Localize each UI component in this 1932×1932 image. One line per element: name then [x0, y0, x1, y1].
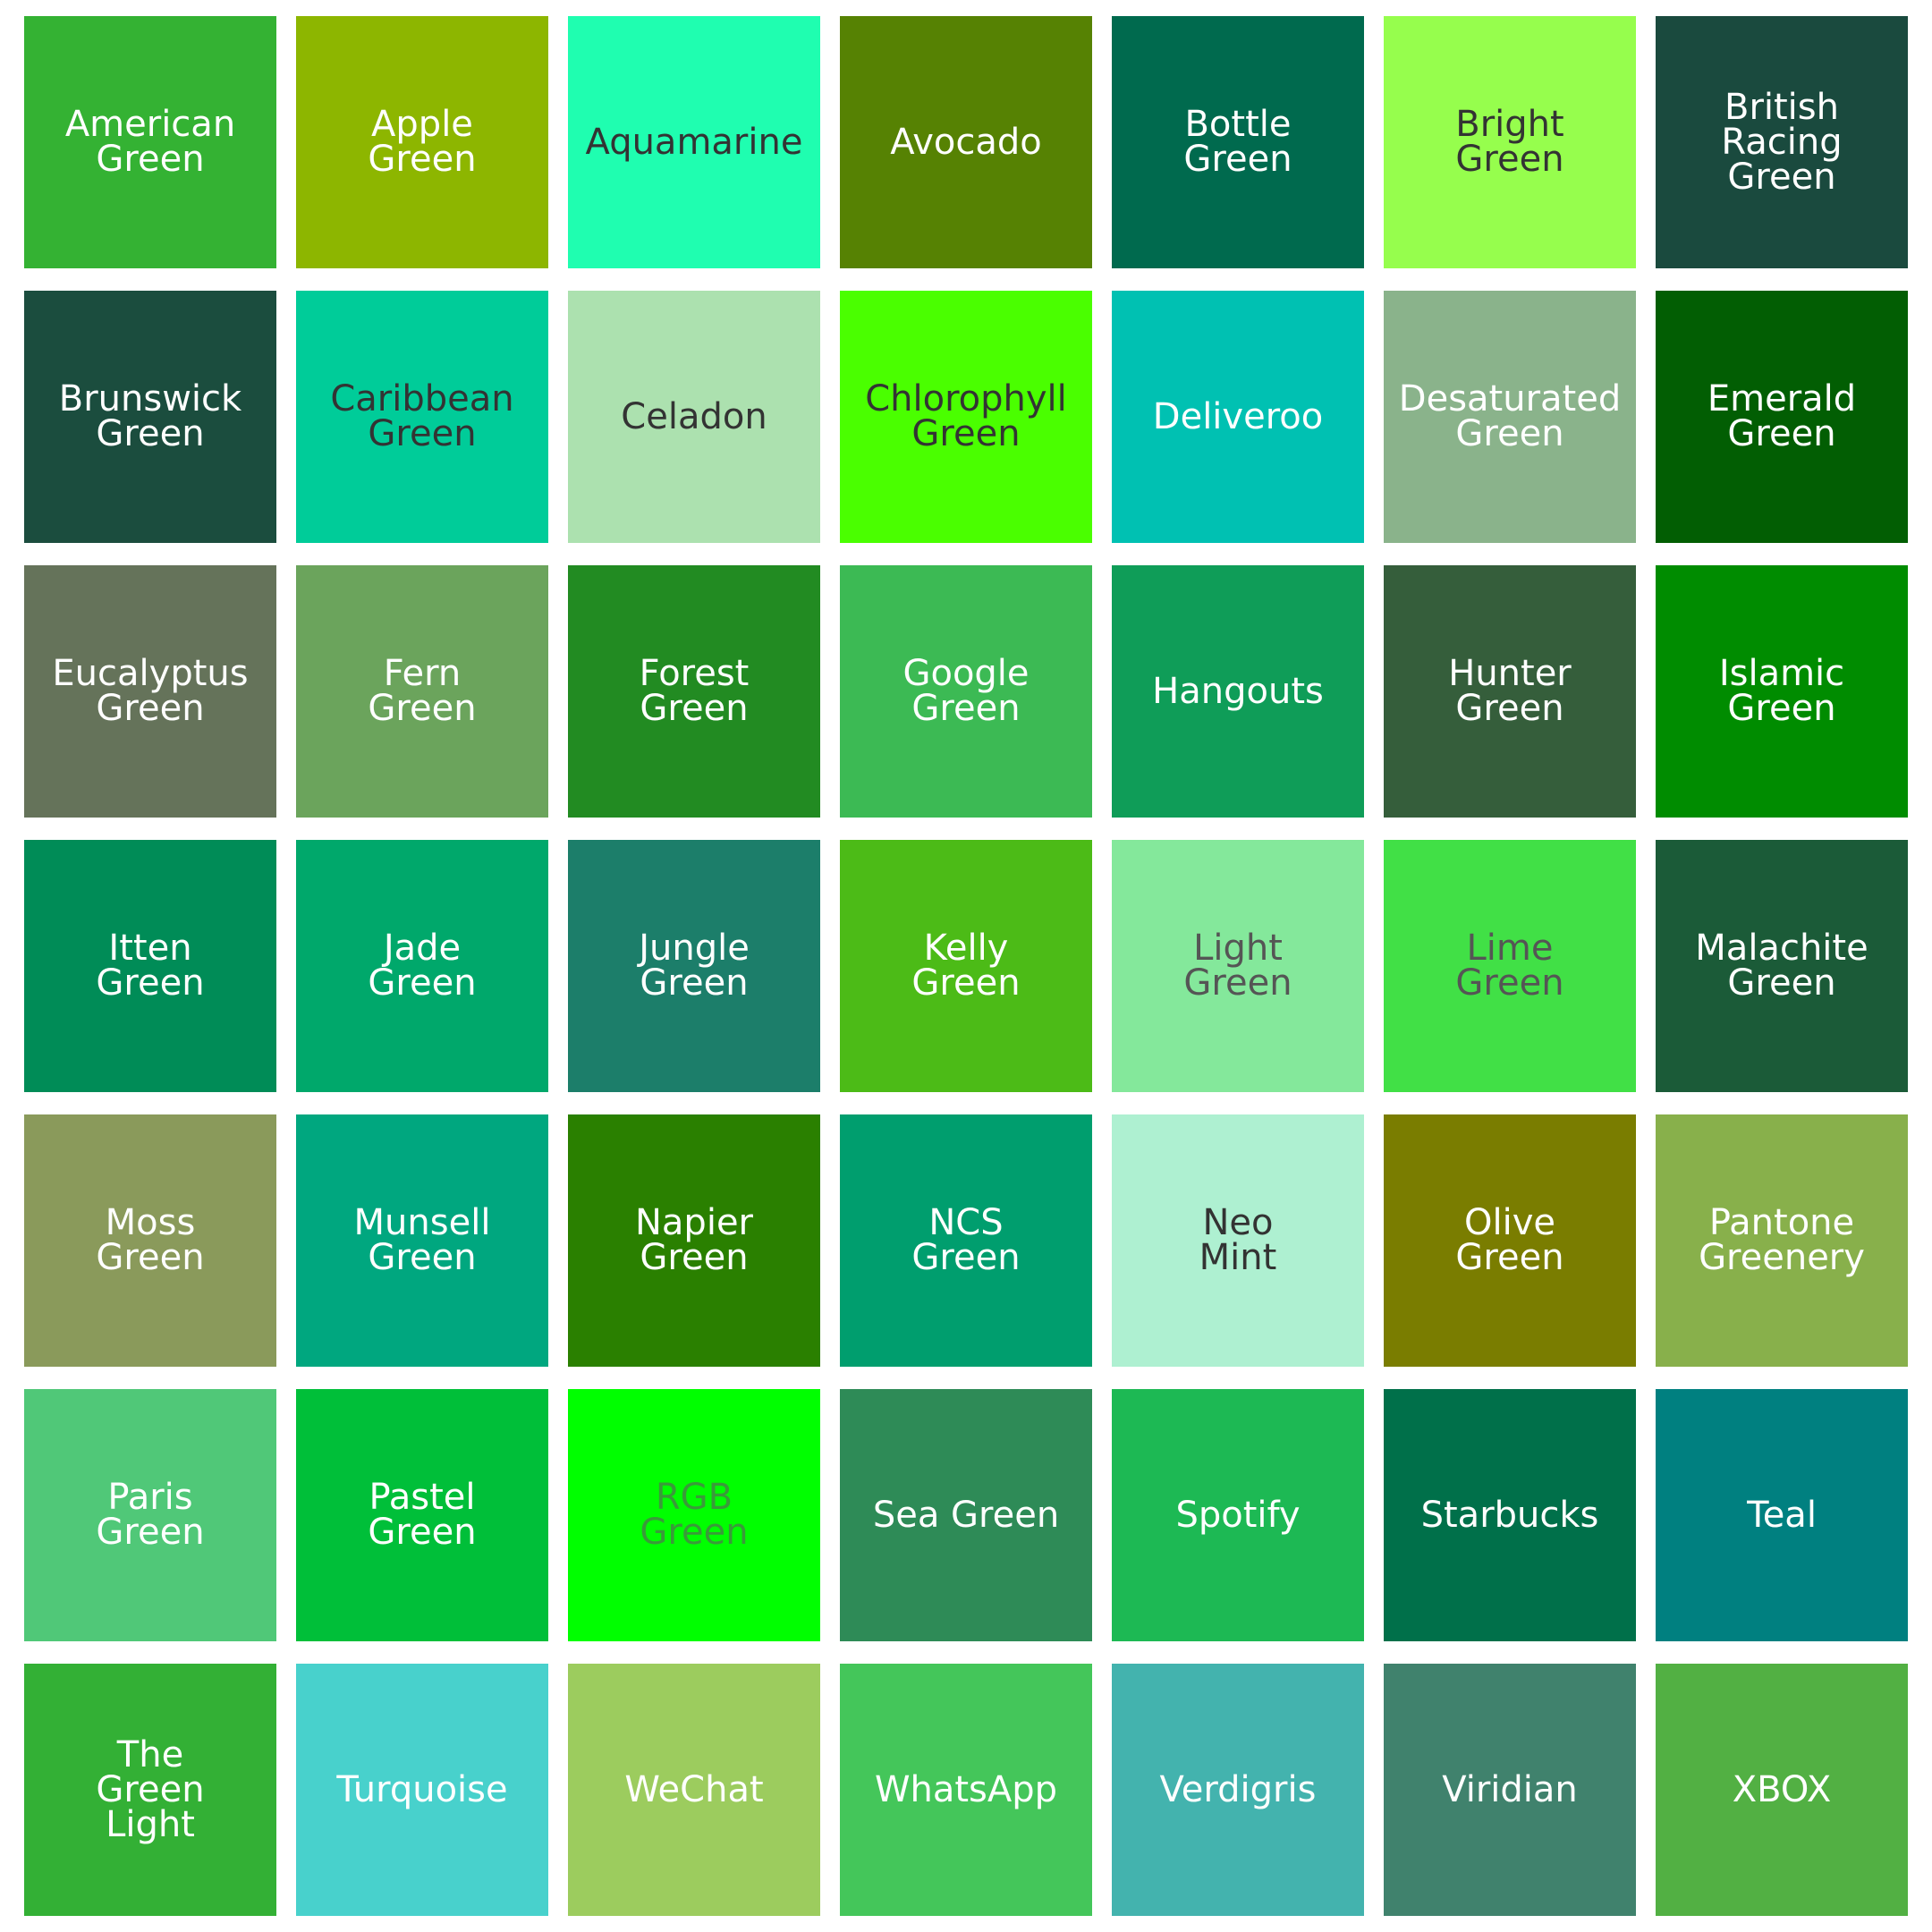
swatch-label: Light Green — [1183, 928, 1292, 1004]
swatch-label: Neo Mint — [1199, 1202, 1277, 1278]
swatch-label: Olive Green — [1455, 1202, 1564, 1278]
swatch-label: WhatsApp — [874, 1768, 1058, 1810]
swatch-label: Munsell Green — [353, 1202, 491, 1278]
swatch-label: NCS Green — [911, 1202, 1021, 1278]
color-swatch: Starbucks — [1384, 1389, 1636, 1641]
color-swatch: Itten Green — [24, 840, 276, 1092]
color-swatch: RGB Green — [568, 1389, 820, 1641]
color-swatch: Hangouts — [1112, 565, 1364, 818]
color-swatch: Neo Mint — [1112, 1114, 1364, 1367]
swatch-label: British Racing Green — [1721, 86, 1843, 198]
swatch-label: Eucalyptus Green — [52, 653, 249, 729]
color-swatch: Caribbean Green — [296, 291, 548, 543]
color-swatch: Verdigris — [1112, 1664, 1364, 1916]
swatch-label: Aquamarine — [585, 121, 803, 163]
swatch-label: American Green — [64, 104, 236, 180]
swatch-label: XBOX — [1732, 1768, 1832, 1810]
swatch-label: Lime Green — [1455, 928, 1564, 1004]
color-swatch: Lime Green — [1384, 840, 1636, 1092]
color-swatch: NCS Green — [840, 1114, 1092, 1367]
color-swatch: Pantone Greenery — [1656, 1114, 1908, 1367]
swatch-label: Starbucks — [1420, 1494, 1599, 1536]
swatch-label: Bottle Green — [1183, 104, 1292, 180]
swatch-label: Forest Green — [639, 653, 750, 729]
color-swatch: Forest Green — [568, 565, 820, 818]
swatch-label: Bright Green — [1455, 104, 1564, 180]
color-swatch: American Green — [24, 16, 276, 268]
swatch-label: Paris Green — [96, 1477, 205, 1553]
swatch-label: Turquoise — [336, 1768, 508, 1810]
swatch-label: Verdigris — [1159, 1768, 1317, 1810]
swatch-label: WeChat — [624, 1768, 764, 1810]
swatch-label: Caribbean Green — [330, 378, 514, 454]
swatch-label: Desaturated Green — [1398, 378, 1622, 454]
color-swatch: Desaturated Green — [1384, 291, 1636, 543]
color-swatch: WeChat — [568, 1664, 820, 1916]
swatch-label: Jungle Green — [639, 928, 750, 1004]
swatch-label: Viridian — [1442, 1768, 1578, 1810]
color-swatch: Emerald Green — [1656, 291, 1908, 543]
color-swatch: Pastel Green — [296, 1389, 548, 1641]
color-swatch: Turquoise — [296, 1664, 548, 1916]
swatch-label: Malachite Green — [1695, 928, 1868, 1004]
color-swatch: Kelly Green — [840, 840, 1092, 1092]
color-swatch: Bright Green — [1384, 16, 1636, 268]
color-swatch: Islamic Green — [1656, 565, 1908, 818]
swatch-label: Google Green — [902, 653, 1030, 729]
color-swatch: Teal — [1656, 1389, 1908, 1641]
color-swatch: Aquamarine — [568, 16, 820, 268]
color-swatch: Light Green — [1112, 840, 1364, 1092]
color-swatch: Celadon — [568, 291, 820, 543]
color-swatch: Malachite Green — [1656, 840, 1908, 1092]
swatch-label: RGB Green — [640, 1477, 749, 1553]
swatch-label: Brunswick Green — [58, 378, 242, 454]
color-swatch: Google Green — [840, 565, 1092, 818]
color-swatch: British Racing Green — [1656, 16, 1908, 268]
color-swatch: Paris Green — [24, 1389, 276, 1641]
swatch-label: Pantone Greenery — [1699, 1202, 1865, 1278]
color-swatch: Bottle Green — [1112, 16, 1364, 268]
swatch-label: Jade Green — [368, 928, 477, 1004]
color-swatch: Hunter Green — [1384, 565, 1636, 818]
swatch-label: Fern Green — [368, 653, 477, 729]
color-swatch: Jade Green — [296, 840, 548, 1092]
color-swatch: The Green Light — [24, 1664, 276, 1916]
color-swatch: Eucalyptus Green — [24, 565, 276, 818]
swatch-label: Celadon — [621, 395, 767, 437]
swatch-label: Hunter Green — [1448, 653, 1572, 729]
color-swatch: Napier Green — [568, 1114, 820, 1367]
color-swatch: Apple Green — [296, 16, 548, 268]
color-swatch: WhatsApp — [840, 1664, 1092, 1916]
swatch-label: Avocado — [890, 121, 1042, 163]
color-swatch: Fern Green — [296, 565, 548, 818]
color-swatch: Sea Green — [840, 1389, 1092, 1641]
swatch-label: Sea Green — [872, 1494, 1060, 1536]
color-swatch: Jungle Green — [568, 840, 820, 1092]
color-swatch: Brunswick Green — [24, 291, 276, 543]
swatch-label: Emerald Green — [1707, 378, 1857, 454]
color-swatch: Chlorophyll Green — [840, 291, 1092, 543]
color-swatch: Deliveroo — [1112, 291, 1364, 543]
swatch-label: Spotify — [1175, 1494, 1301, 1536]
swatch-label: Deliveroo — [1152, 395, 1324, 437]
color-swatch: XBOX — [1656, 1664, 1908, 1916]
color-swatch: Viridian — [1384, 1664, 1636, 1916]
swatch-label: Pastel Green — [368, 1477, 477, 1553]
swatch-label: Moss Green — [96, 1202, 205, 1278]
swatch-label: Islamic Green — [1718, 653, 1845, 729]
color-swatch: Munsell Green — [296, 1114, 548, 1367]
color-swatch: Moss Green — [24, 1114, 276, 1367]
color-swatch: Avocado — [840, 16, 1092, 268]
swatch-label: Kelly Green — [911, 928, 1021, 1004]
swatch-label: Itten Green — [96, 928, 205, 1004]
swatch-label: Teal — [1747, 1494, 1817, 1536]
color-swatch: Olive Green — [1384, 1114, 1636, 1367]
swatch-label: Apple Green — [368, 104, 477, 180]
swatch-label: Hangouts — [1152, 670, 1324, 712]
color-swatch-grid: American Green Apple Green Aquamarine Avoca… — [24, 16, 1911, 1917]
color-swatch: Spotify — [1112, 1389, 1364, 1641]
swatch-label: The Green Light — [96, 1733, 205, 1845]
swatch-label: Chlorophyll Green — [865, 378, 1067, 454]
swatch-label: Napier Green — [635, 1202, 753, 1278]
